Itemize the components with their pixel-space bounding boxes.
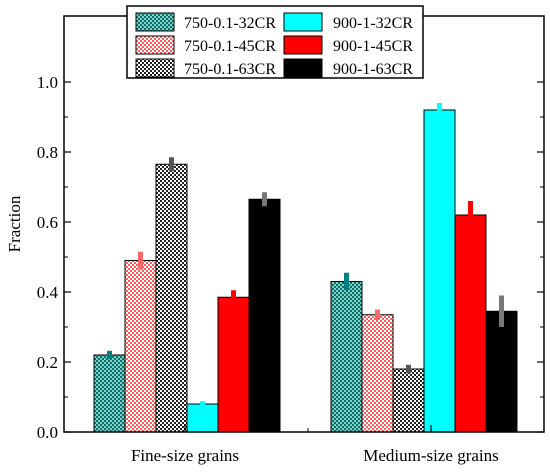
bar <box>361 314 394 433</box>
legend: 750-0.1-32CR 750-0.1-45CR 750-0.1-63CR 900-… <box>126 5 424 79</box>
legend-label: 750-0.1-32CR <box>184 15 276 32</box>
bar <box>423 109 456 433</box>
y-tick-label: 1.0 <box>37 73 58 92</box>
legend-swatch <box>135 12 175 32</box>
x-tick-label: Fine-size grains <box>131 446 239 465</box>
legend-label: 750-0.1-45CR <box>184 38 276 55</box>
bar <box>330 281 363 433</box>
legend-box <box>126 5 424 79</box>
y-tick-label: 0.6 <box>37 213 58 232</box>
bar <box>454 214 487 433</box>
legend-swatch <box>283 35 323 55</box>
bar <box>186 403 219 433</box>
bar <box>93 354 126 433</box>
bar <box>217 296 250 433</box>
legend-label: 900-1-32CR <box>333 15 413 32</box>
legend-label: 900-1-63CR <box>333 61 413 78</box>
y-tick-label: 0.0 <box>37 423 58 442</box>
y-tick-label: 0.8 <box>37 143 58 162</box>
legend-swatch <box>135 58 175 78</box>
legend-label: 750-0.1-63CR <box>184 61 276 78</box>
legend-swatch <box>135 35 175 55</box>
legend-swatch <box>283 12 323 32</box>
bar <box>248 198 281 433</box>
y-tick-label: 0.4 <box>37 283 59 302</box>
bar <box>392 368 425 433</box>
bar <box>155 163 188 433</box>
error-bars-layer <box>107 103 504 407</box>
x-axis: Fine-size grains Medium-size grains <box>131 425 499 465</box>
y-tick-label: 0.2 <box>37 353 58 372</box>
legend-swatch <box>283 58 323 78</box>
bar <box>124 260 157 433</box>
y-axis-label: Fraction <box>5 195 24 252</box>
bars-layer <box>93 109 518 433</box>
x-tick-label: Medium-size grains <box>363 446 499 465</box>
bar <box>485 310 518 433</box>
y-axis: 0.0 0.2 0.4 0.6 0.8 1.0 <box>37 73 544 442</box>
legend-label: 900-1-45CR <box>333 38 413 55</box>
